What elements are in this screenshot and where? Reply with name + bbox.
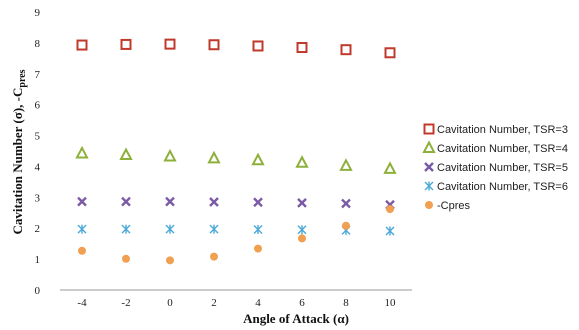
data-point	[340, 44, 352, 56]
data-point	[386, 205, 394, 214]
data-point	[253, 197, 263, 208]
data-point	[76, 39, 88, 51]
y-axis-title: Cavitation Number (σ), -Cpres	[10, 69, 28, 234]
x-tick-label: 4	[255, 297, 261, 309]
legend-item: Cavitation Number, TSR=3	[423, 123, 568, 136]
data-point	[251, 152, 265, 166]
series-4	[77, 224, 395, 236]
data-point	[209, 197, 219, 207]
y-tick-label: 3	[35, 192, 41, 204]
legend-label: Cavitation Number, TSR=3	[437, 124, 568, 136]
y-tick-label: 8	[35, 38, 41, 50]
x-marker-icon	[424, 162, 434, 172]
legend-item: Cavitation Number, TSR=6	[424, 181, 568, 193]
x-tick-label: 2	[211, 297, 217, 309]
data-point	[297, 225, 307, 235]
asterisk-marker-icon	[424, 181, 434, 191]
data-point	[165, 196, 175, 207]
legend-label: -Cpres	[437, 200, 471, 212]
y-axis-title-main: Cavitation Number (σ), -C	[10, 88, 25, 235]
y-tick-label: 6	[35, 100, 41, 112]
y-tick-label: 4	[35, 161, 41, 173]
legend-item: Cavitation Number, TSR=4	[422, 140, 568, 155]
y-tick-label: 2	[35, 223, 41, 235]
x-tick-label: 10	[385, 297, 397, 309]
data-point	[253, 224, 263, 234]
data-point	[165, 224, 175, 234]
series-2	[75, 145, 397, 174]
data-point	[342, 221, 350, 230]
data-point	[163, 148, 177, 162]
data-point	[121, 196, 131, 207]
series-5	[78, 205, 394, 265]
data-point	[210, 252, 218, 261]
y-tick-label: 7	[35, 69, 41, 81]
data-point	[207, 150, 221, 164]
y-tick-label: 1	[35, 254, 41, 266]
triangle-marker-icon	[422, 140, 436, 153]
series-3	[77, 196, 395, 210]
data-point	[296, 42, 308, 54]
y-tick-label: 0	[35, 285, 41, 297]
data-point	[254, 244, 262, 253]
data-point	[121, 224, 131, 234]
data-point	[75, 145, 89, 159]
data-point	[339, 158, 353, 171]
data-point	[77, 224, 87, 234]
legend-item: -Cpres	[425, 200, 471, 212]
legend-item: Cavitation Number, TSR=5	[424, 162, 568, 174]
data-point	[298, 234, 306, 243]
y-tick-label: 9	[35, 7, 41, 19]
data-point	[209, 224, 219, 234]
x-tick-label: 6	[299, 297, 305, 309]
y-tick-label: 5	[35, 131, 41, 143]
legend-label: Cavitation Number, TSR=6	[437, 181, 568, 193]
data-point	[297, 198, 307, 208]
x-axis-ticks: -4 -2 0 2 4 6 8 10	[77, 297, 396, 309]
data-point	[122, 254, 130, 263]
y-axis-ticks: 0 1 2 3 4 5 6 7 8 9	[35, 7, 41, 297]
data-point	[252, 40, 264, 52]
data-point	[383, 161, 397, 174]
data-points	[75, 38, 397, 265]
data-point	[385, 226, 395, 236]
legend-label: Cavitation Number, TSR=4	[437, 143, 568, 155]
data-point	[119, 147, 133, 161]
data-point	[341, 198, 351, 209]
data-point	[120, 38, 132, 50]
data-point	[78, 246, 86, 255]
x-tick-label: -2	[121, 297, 130, 309]
legend: Cavitation Number, TSR=3 Cavitation Numbe…	[422, 123, 568, 212]
data-point	[295, 155, 309, 168]
y-axis-title-subscript: pres	[17, 69, 28, 87]
x-axis-title: Angle of Attack (α)	[243, 311, 349, 326]
square-marker-icon	[423, 123, 435, 135]
data-point	[77, 196, 87, 207]
series-1	[76, 38, 396, 59]
data-point	[208, 39, 220, 51]
data-point	[164, 38, 176, 50]
legend-label: Cavitation Number, TSR=5	[437, 162, 568, 174]
data-point	[166, 256, 174, 265]
x-tick-label: 0	[167, 297, 173, 309]
x-tick-label: 8	[343, 297, 349, 309]
x-tick-label: -4	[77, 297, 87, 309]
circle-marker-icon	[425, 201, 433, 209]
data-point	[384, 47, 396, 59]
